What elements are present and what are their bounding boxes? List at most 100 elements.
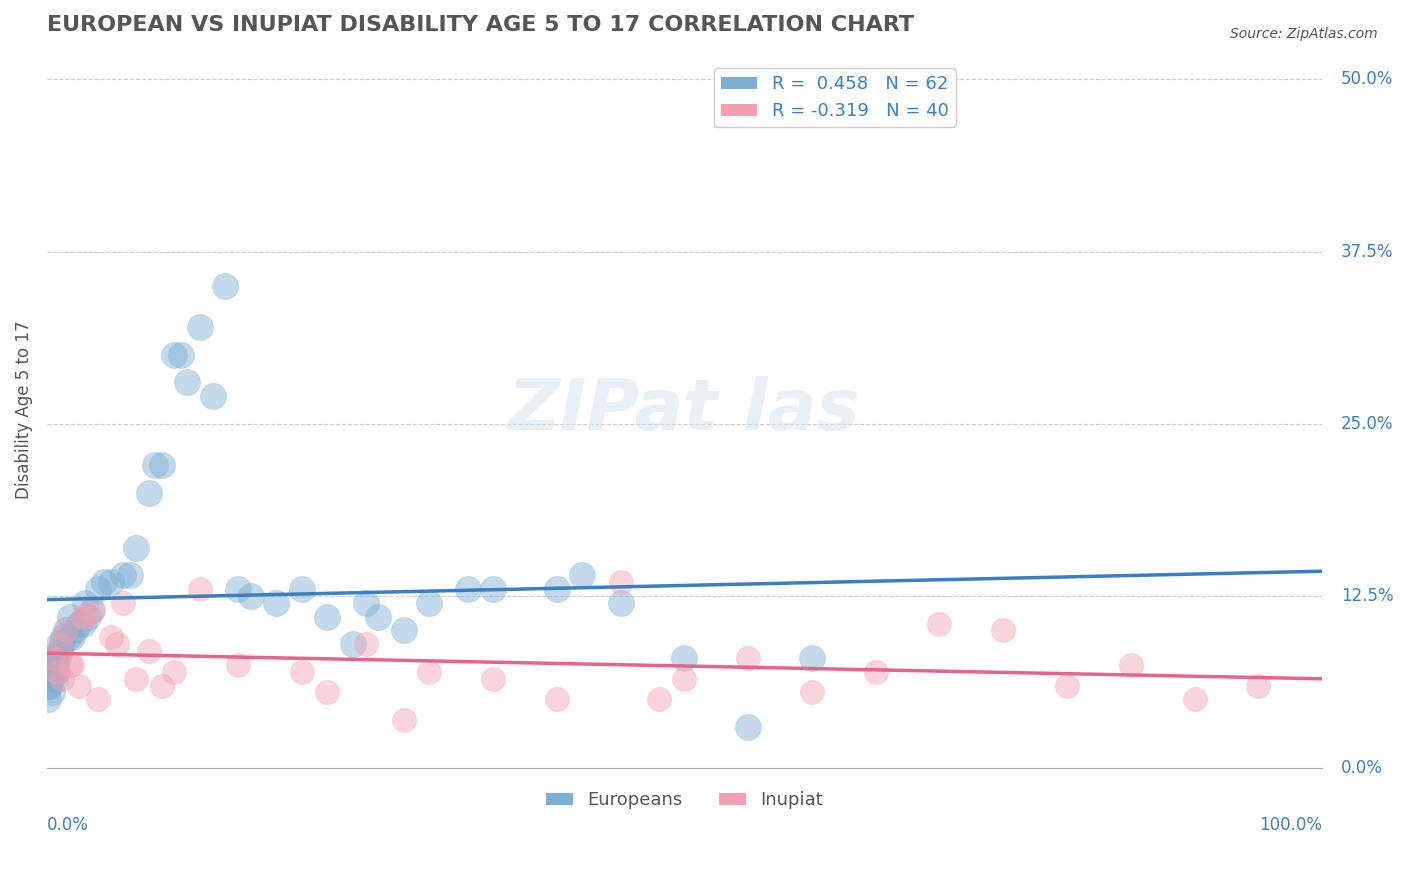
Point xyxy=(737,651,759,665)
Text: EUROPEAN VS INUPIAT DISABILITY AGE 5 TO 17 CORRELATION CHART: EUROPEAN VS INUPIAT DISABILITY AGE 5 TO … xyxy=(46,15,914,35)
Point xyxy=(44,665,66,679)
Point xyxy=(354,596,377,610)
Point xyxy=(673,672,696,686)
Point xyxy=(42,651,65,665)
Point xyxy=(673,651,696,665)
Point xyxy=(214,279,236,293)
Point xyxy=(546,582,568,596)
Point xyxy=(801,651,824,665)
Point xyxy=(59,609,82,624)
Point xyxy=(1119,657,1142,672)
Point xyxy=(48,637,70,651)
Point xyxy=(59,657,82,672)
Point xyxy=(105,637,128,651)
Point xyxy=(58,630,80,644)
Point xyxy=(75,609,97,624)
Point xyxy=(46,665,69,679)
Point xyxy=(188,582,211,596)
Point xyxy=(42,651,65,665)
Y-axis label: Disability Age 5 to 17: Disability Age 5 to 17 xyxy=(15,321,32,500)
Point xyxy=(316,685,339,699)
Point xyxy=(342,637,364,651)
Text: 12.5%: 12.5% xyxy=(1341,587,1393,605)
Point xyxy=(239,589,262,603)
Point xyxy=(112,568,135,582)
Point xyxy=(118,568,141,582)
Point xyxy=(37,692,59,706)
Point xyxy=(38,679,60,693)
Point xyxy=(170,348,193,362)
Point xyxy=(41,672,63,686)
Point xyxy=(51,637,73,651)
Point xyxy=(266,596,288,610)
Point xyxy=(176,376,198,390)
Point xyxy=(801,685,824,699)
Point xyxy=(1247,679,1270,693)
Point xyxy=(150,679,173,693)
Point xyxy=(55,624,77,638)
Point xyxy=(143,458,166,472)
Point xyxy=(60,657,83,672)
Point xyxy=(60,630,83,644)
Point xyxy=(737,720,759,734)
Point xyxy=(75,596,97,610)
Point xyxy=(367,609,389,624)
Point xyxy=(1056,679,1078,693)
Point xyxy=(52,630,75,644)
Text: ZIPat las: ZIPat las xyxy=(508,376,860,444)
Point xyxy=(609,575,631,590)
Point xyxy=(138,485,160,500)
Point xyxy=(93,575,115,590)
Point xyxy=(316,609,339,624)
Point xyxy=(291,665,314,679)
Point xyxy=(993,624,1015,638)
Point xyxy=(125,672,148,686)
Point xyxy=(482,672,505,686)
Point xyxy=(100,575,122,590)
Text: Source: ZipAtlas.com: Source: ZipAtlas.com xyxy=(1230,27,1378,41)
Text: 0.0%: 0.0% xyxy=(46,816,89,834)
Point xyxy=(80,603,103,617)
Point xyxy=(418,665,440,679)
Point xyxy=(100,630,122,644)
Point xyxy=(138,644,160,658)
Point xyxy=(418,596,440,610)
Point xyxy=(41,665,63,679)
Point xyxy=(546,692,568,706)
Point xyxy=(201,389,224,403)
Point xyxy=(648,692,671,706)
Point xyxy=(87,582,110,596)
Point xyxy=(76,609,98,624)
Point xyxy=(226,582,249,596)
Text: 37.5%: 37.5% xyxy=(1341,243,1393,260)
Point xyxy=(392,713,415,727)
Point xyxy=(457,582,479,596)
Point xyxy=(67,616,90,631)
Point xyxy=(39,657,62,672)
Point xyxy=(188,320,211,334)
Text: 50.0%: 50.0% xyxy=(1341,70,1393,88)
Point xyxy=(163,665,186,679)
Point xyxy=(55,624,77,638)
Point xyxy=(42,651,65,665)
Point xyxy=(72,609,94,624)
Point xyxy=(39,657,62,672)
Point xyxy=(41,685,63,699)
Text: 100.0%: 100.0% xyxy=(1258,816,1322,834)
Point xyxy=(392,624,415,638)
Point xyxy=(44,672,66,686)
Point xyxy=(63,624,86,638)
Point xyxy=(72,616,94,631)
Point xyxy=(87,692,110,706)
Point xyxy=(48,637,70,651)
Point xyxy=(45,657,67,672)
Point xyxy=(51,672,73,686)
Legend: Europeans, Inupiat: Europeans, Inupiat xyxy=(538,784,831,816)
Point xyxy=(80,603,103,617)
Point xyxy=(150,458,173,472)
Point xyxy=(125,541,148,555)
Point xyxy=(226,657,249,672)
Point xyxy=(354,637,377,651)
Point xyxy=(163,348,186,362)
Point xyxy=(112,596,135,610)
